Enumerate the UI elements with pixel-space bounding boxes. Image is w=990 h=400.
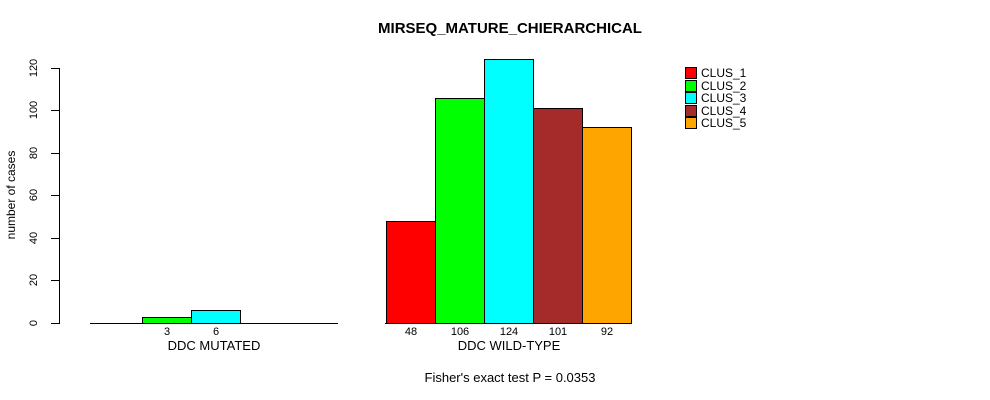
legend-label: CLUS_5 bbox=[701, 116, 747, 130]
y-tick bbox=[51, 280, 59, 281]
bar-clus_4-ddc-wild-type bbox=[533, 108, 583, 324]
legend-row-clus_1: CLUS_1 bbox=[685, 67, 746, 79]
bar-value-label: 3 bbox=[163, 326, 171, 338]
bar-value-label: 101 bbox=[548, 326, 568, 338]
legend-swatch-clus_2 bbox=[685, 79, 697, 92]
chart-title: MIRSEQ_MATURE_CHIERARCHICAL bbox=[378, 20, 642, 37]
legend-row-clus_5: CLUS_5 bbox=[685, 117, 746, 129]
chart-subtitle: Fisher's exact test P = 0.0353 bbox=[424, 370, 596, 385]
y-tick-label: 20 bbox=[28, 273, 40, 287]
y-tick-label: 0 bbox=[28, 319, 40, 327]
bar-value-label: 106 bbox=[450, 326, 470, 338]
bar-value-label: 92 bbox=[600, 326, 614, 338]
bar-clus_3-ddc-mutated bbox=[191, 310, 241, 324]
bar-clus_3-ddc-wild-type bbox=[484, 59, 534, 324]
legend-row-clus_2: CLUS_2 bbox=[685, 78, 747, 93]
legend-label: CLUS_4 bbox=[701, 103, 747, 118]
y-tick-label: 120 bbox=[28, 58, 40, 78]
legend-label: CLUS_1 bbox=[701, 66, 747, 80]
y-tick bbox=[51, 153, 59, 154]
y-tick-label: 40 bbox=[28, 231, 40, 245]
bar-clus_2-ddc-wild-type bbox=[435, 98, 485, 324]
legend-swatch-clus_4 bbox=[685, 104, 697, 117]
y-tick-label: 60 bbox=[28, 188, 40, 202]
legend-label: CLUS_2 bbox=[701, 78, 747, 93]
y-tick bbox=[51, 323, 59, 324]
legend-row-clus_4: CLUS_4 bbox=[685, 103, 747, 118]
y-tick-label: 80 bbox=[28, 146, 40, 160]
y-tick bbox=[51, 238, 59, 239]
group-label-wildtype: DDC WILD-TYPE bbox=[457, 338, 561, 353]
bar-clus_2-ddc-mutated bbox=[142, 317, 192, 324]
legend-swatch-clus_3 bbox=[685, 92, 697, 104]
legend-row-clus_3: CLUS_3 bbox=[685, 92, 746, 104]
y-axis-title: number of cases bbox=[4, 150, 18, 240]
bar-value-label: 48 bbox=[404, 326, 418, 338]
bar-clus_5-ddc-wild-type bbox=[582, 127, 632, 324]
legend-swatch-clus_1 bbox=[685, 67, 697, 79]
y-tick bbox=[51, 110, 59, 111]
y-tick-label: 100 bbox=[28, 100, 40, 120]
y-axis-line bbox=[59, 68, 60, 324]
bar-value-label: 6 bbox=[212, 326, 220, 338]
bar-clus_1-ddc-wild-type bbox=[386, 221, 436, 324]
group-label-mutated: DDC MUTATED bbox=[167, 338, 261, 353]
y-tick bbox=[51, 68, 59, 69]
legend-label: CLUS_3 bbox=[701, 91, 747, 105]
y-tick bbox=[51, 195, 59, 196]
bar-value-label: 124 bbox=[499, 326, 519, 338]
legend-swatch-clus_5 bbox=[685, 117, 697, 129]
